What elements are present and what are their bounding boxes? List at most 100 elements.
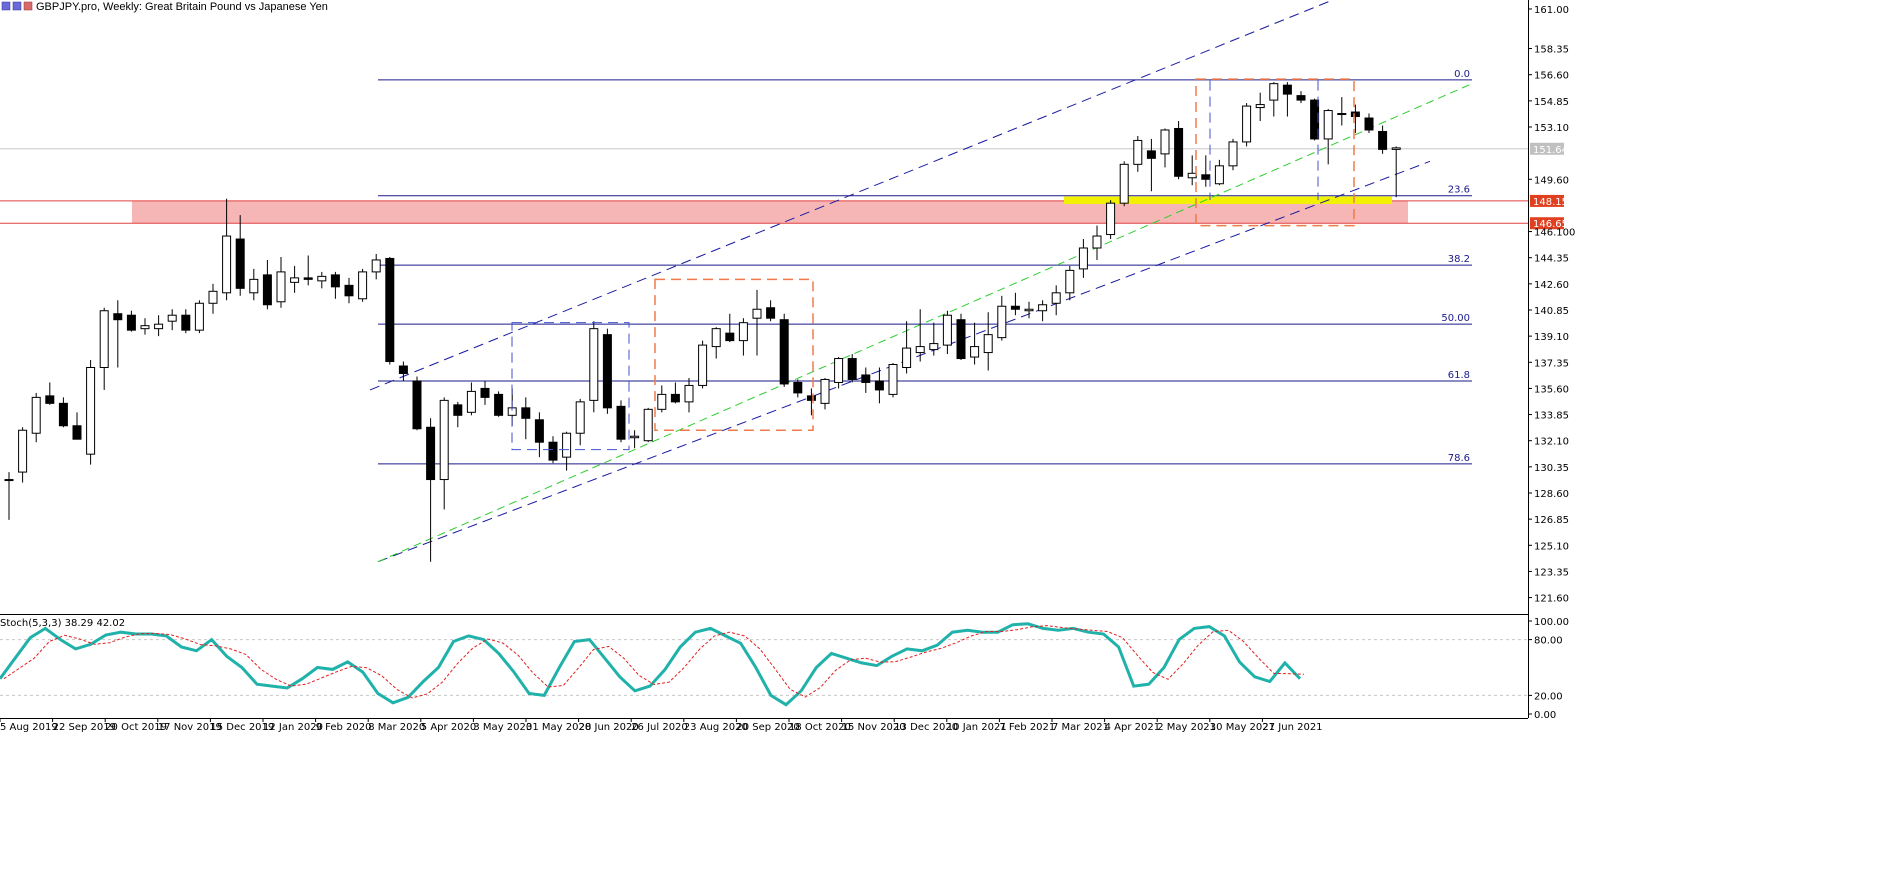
price-label: 128.60: [1534, 489, 1569, 500]
candle: [466, 382, 476, 416]
candle: [398, 361, 408, 381]
candle: [1255, 92, 1265, 122]
candle-body: [806, 395, 816, 401]
resistance-zone: [132, 200, 1408, 224]
candle: [861, 367, 871, 393]
price-label: 153.10: [1534, 123, 1569, 134]
candle: [1364, 113, 1374, 133]
candle-body: [18, 429, 28, 473]
candle-body: [385, 257, 395, 363]
candle-body: [86, 367, 96, 455]
candle: [480, 380, 490, 405]
price-label: 146.100: [1534, 228, 1575, 239]
time-label: 27 Jun 2021: [1262, 722, 1322, 733]
candle-body: [548, 441, 558, 461]
candle-body: [643, 408, 653, 442]
candle-body: [1296, 95, 1306, 101]
time-label: 12 Jan 2020: [263, 722, 323, 733]
chart-header: GBPJPY.pro, Weekly: Great Britain Pound …: [1, 1, 328, 13]
candle-body: [670, 393, 680, 403]
candle-body: [942, 314, 952, 346]
price-label: 137.35: [1534, 358, 1569, 369]
time-label: 15 Nov 2020: [842, 722, 906, 733]
candle: [4, 472, 14, 520]
candle-body: [194, 302, 204, 331]
candle-body: [358, 271, 368, 300]
candle-body: [861, 374, 871, 383]
candle-body: [1214, 165, 1224, 185]
time-label: 2 May 2021: [1157, 722, 1216, 733]
time-label: 15 Dec 2019: [210, 722, 274, 733]
price-label: 142.60: [1534, 280, 1569, 291]
green-trend-line: [377, 83, 1473, 563]
price-label: 132.10: [1534, 437, 1569, 448]
candle-body: [235, 238, 245, 289]
candle-body: [494, 393, 504, 416]
candle-body: [58, 402, 68, 427]
candle: [194, 300, 204, 334]
price-axis[interactable]: 161.00 158.35 156.60 154.85 153.10 151.642 149…: [1528, 5, 1575, 605]
candle: [330, 271, 340, 299]
candle-body: [222, 235, 232, 294]
chart-window-icon: [23, 1, 33, 11]
candle: [847, 354, 857, 383]
time-label: 22 Sep 2019: [53, 722, 116, 733]
pattern-box-orange: [654, 278, 814, 431]
stoch-axis[interactable]: 100.00 80.00 20.00 0.00: [1528, 617, 1569, 721]
candle: [58, 397, 68, 428]
candle-body: [276, 271, 286, 303]
candle-body: [126, 314, 136, 331]
candle: [548, 436, 558, 464]
candle-body: [983, 334, 993, 354]
candle-body: [466, 390, 476, 413]
price-label: 144.35: [1534, 254, 1569, 265]
candle-body: [1133, 139, 1143, 165]
candle: [31, 392, 41, 443]
candle: [1323, 109, 1333, 165]
candle-body: [888, 364, 898, 395]
chart-title: GBPJPY.pro, Weekly: Great Britain Pound …: [36, 1, 328, 13]
candle-body: [562, 432, 572, 458]
candle-body: [874, 380, 884, 391]
candle-body: [1269, 83, 1279, 101]
price-label: 123.35: [1534, 567, 1569, 578]
time-label: 20 Oct 2019: [105, 722, 167, 733]
price-label: 133.85: [1534, 411, 1569, 422]
candle-body: [711, 328, 721, 348]
candle: [1378, 125, 1388, 154]
candle-body: [453, 404, 463, 416]
candle: [820, 377, 830, 410]
candle: [1065, 265, 1075, 301]
price-tag-label: 148.151: [1533, 197, 1574, 208]
price-label: 140.85: [1534, 306, 1569, 317]
stoch-panel: Stoch(5,3,3) 38.29 42.02: [0, 618, 1528, 707]
candle-body: [1391, 147, 1401, 150]
time-label: 8 Mar 2020: [368, 722, 425, 733]
candle: [358, 268, 368, 302]
time-label: 5 Apr 2020: [421, 722, 476, 733]
candle: [589, 321, 599, 413]
stoch-axis-label: 100.00: [1534, 617, 1569, 628]
candle-body: [1323, 110, 1333, 140]
candle-body: [181, 314, 191, 331]
candle-body: [738, 322, 748, 342]
candle-body: [1310, 99, 1320, 140]
candle-body: [1146, 150, 1156, 159]
candle: [385, 256, 395, 365]
stoch-signal-line: [3, 625, 1305, 699]
candle: [779, 313, 789, 387]
candle: [290, 265, 300, 293]
candle-body: [249, 278, 259, 294]
candle-body: [1010, 305, 1020, 310]
price-label: 121.60: [1534, 594, 1569, 605]
candle: [888, 363, 898, 398]
time-label: 7 Mar 2021: [1052, 722, 1109, 733]
candle: [181, 309, 191, 334]
candle-body: [371, 259, 381, 273]
fib-label: 38.2: [1448, 254, 1470, 265]
candle: [167, 309, 177, 331]
candle-body: [330, 274, 340, 288]
time-label: 18 Oct 2020: [789, 722, 851, 733]
candle: [942, 310, 952, 355]
